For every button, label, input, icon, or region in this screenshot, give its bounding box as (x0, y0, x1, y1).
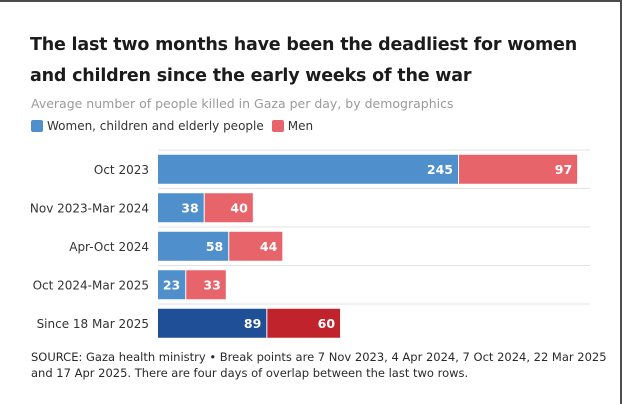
legend-label-women: Women, children and elderly people (47, 119, 264, 133)
bar-segment (186, 270, 226, 300)
bar-segment (158, 193, 204, 223)
bar-value-label: 33 (203, 277, 220, 292)
top-border (0, 0, 622, 2)
bar-segment (158, 231, 229, 261)
bar-value-label: 40 (230, 200, 248, 215)
bar-value-label: 97 (555, 162, 572, 177)
legend: Women, children and elderly people Men (31, 119, 321, 133)
bar-segment (459, 154, 578, 184)
bar-value-label: 89 (244, 316, 261, 331)
category-label: Since 18 Mar 2025 (37, 317, 149, 331)
category-label: Apr-Oct 2024 (69, 240, 149, 254)
bar-segment (158, 154, 458, 184)
bar-value-label: 245 (427, 162, 453, 177)
legend-label-men: Men (287, 119, 314, 133)
category-label: Oct 2024-Mar 2025 (33, 278, 149, 292)
bar-segment (267, 308, 341, 338)
bar-value-label: 23 (163, 277, 180, 292)
legend-swatch-women (31, 120, 43, 132)
right-border (620, 0, 622, 404)
chart-subtitle: Average number of people killed in Gaza … (31, 96, 454, 111)
source-note: SOURCE: Gaza health ministry • Break poi… (31, 350, 607, 380)
chart-title: The last two months have been the deadli… (30, 35, 577, 86)
legend-item-women: Women, children and elderly people (31, 119, 264, 133)
category-label: Oct 2023 (94, 163, 149, 177)
bar-value-label: 38 (181, 200, 198, 215)
legend-swatch-men (271, 120, 284, 132)
legend-item-men: Men (271, 119, 314, 133)
bar-segment (158, 308, 267, 338)
bar-value-label: 58 (206, 239, 223, 254)
bar-segment (158, 270, 186, 300)
category-label: Nov 2023-Mar 2024 (30, 201, 149, 215)
bar-value-label: 60 (318, 316, 336, 331)
bar-segment (229, 231, 283, 261)
bar-value-label: 44 (260, 239, 278, 254)
bar-segment (204, 193, 253, 223)
